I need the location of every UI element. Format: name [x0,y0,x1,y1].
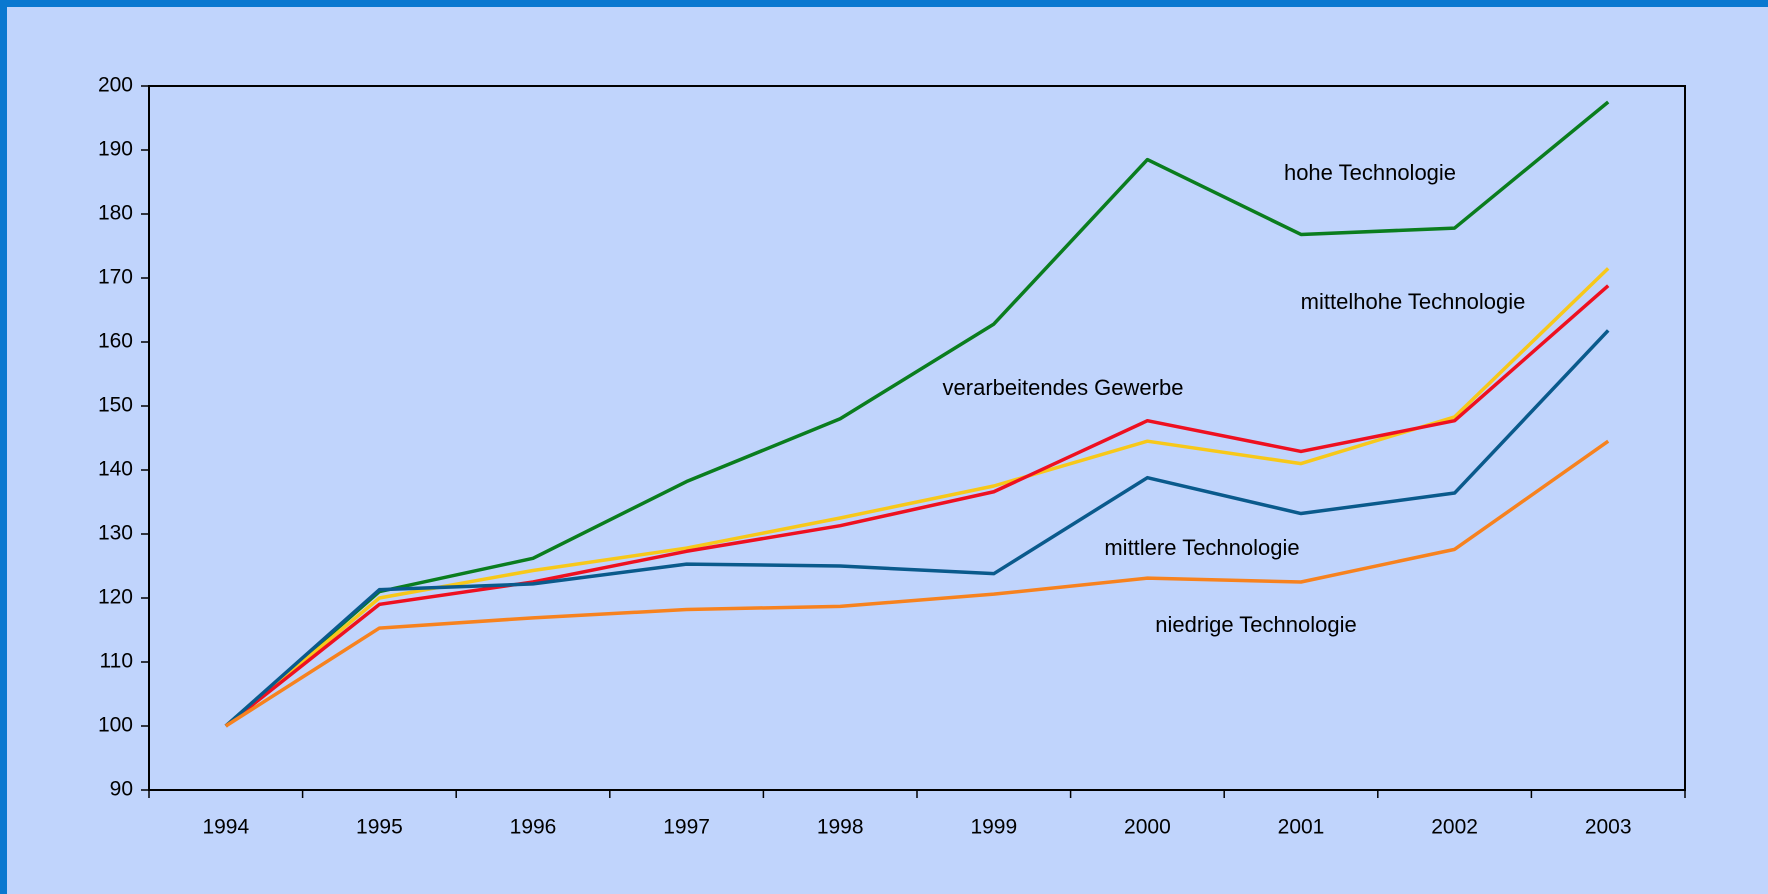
y-tick-label: 180 [98,202,133,225]
series-line [224,439,1610,728]
series-label: mittelhohe Technologie [1301,289,1526,314]
background [7,7,1768,894]
y-tick-label: 110 [100,650,133,673]
x-tick-label: 1999 [970,816,1017,839]
series-label: niedrige Technologie [1155,612,1356,637]
series-line [224,267,1610,728]
y-tick-label: 130 [98,522,133,545]
x-tick-label: 1995 [356,816,403,839]
x-tick-label: 2001 [1278,816,1325,839]
y-tick-label: 120 [98,586,133,609]
series-label: verarbeitendes Gewerbe [943,375,1184,400]
x-tick-label: 1996 [510,816,557,839]
y-tick-label: 200 [98,74,133,97]
x-tick-label: 1994 [202,816,249,839]
x-tick-label: 1997 [663,816,710,839]
x-tick-label: 2000 [1124,816,1171,839]
y-tick-label: 90 [110,778,133,801]
y-tick-label: 140 [98,458,133,481]
series-line [224,284,1610,728]
series-label: mittlere Technologie [1104,535,1299,560]
y-tick-label: 160 [98,330,133,353]
y-tick-label: 190 [98,138,133,161]
series-label: hohe Technologie [1284,160,1456,185]
x-tick-label: 1998 [817,816,864,839]
y-tick-label: 170 [98,266,133,289]
x-tick-label: 2003 [1585,816,1632,839]
y-tick-label: 100 [98,714,133,737]
series-line [224,329,1610,728]
y-tick-label: 150 [98,394,133,417]
series-line [224,100,1610,728]
x-tick-label: 2002 [1431,816,1478,839]
